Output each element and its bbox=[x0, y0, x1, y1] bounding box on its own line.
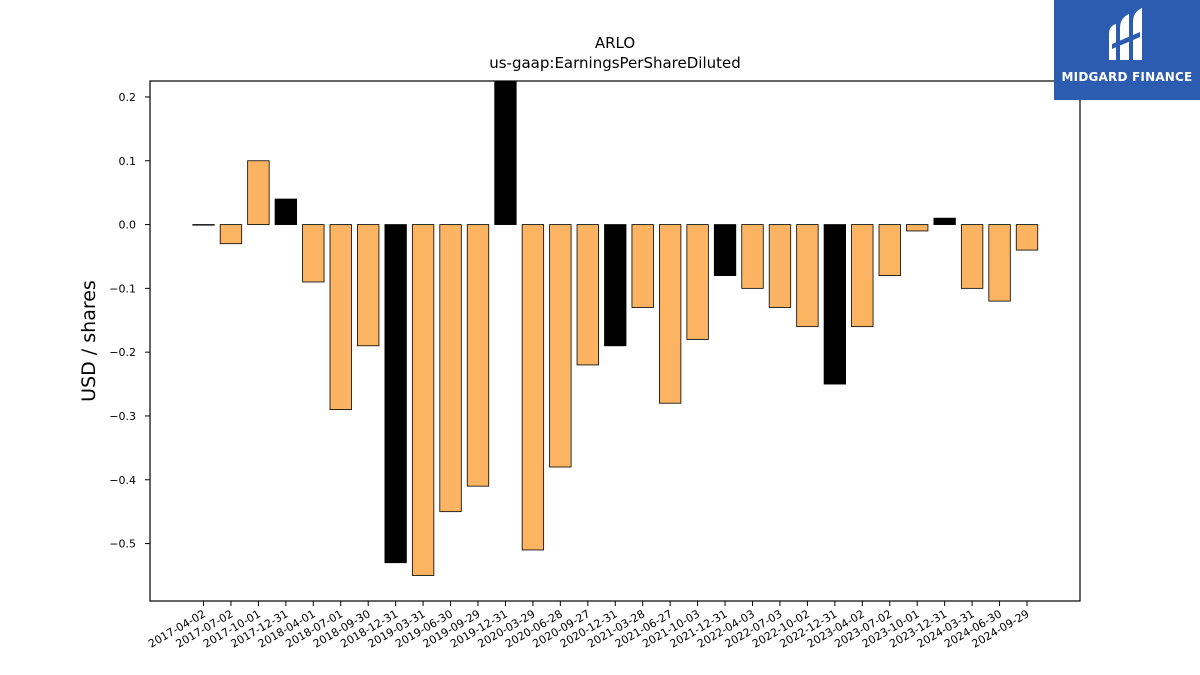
bar-2019-03-31 bbox=[411, 224, 435, 576]
y-tick-label: −0.5 bbox=[109, 538, 136, 551]
bar-2021-03-28 bbox=[631, 224, 654, 308]
bar-2018-04-01 bbox=[302, 224, 325, 283]
bar-2020-06-28 bbox=[549, 224, 572, 468]
y-tick-label: 0.2 bbox=[119, 91, 137, 104]
y-tick-label: −0.2 bbox=[109, 346, 136, 359]
bar-2022-12-31 bbox=[823, 224, 846, 385]
bar-2024-09-29 bbox=[1015, 224, 1039, 251]
bar-2017-07-02 bbox=[219, 224, 243, 245]
bar-2021-12-31 bbox=[713, 224, 737, 276]
bar-2018-09-30 bbox=[357, 224, 380, 347]
y-tick-label: 0.0 bbox=[119, 219, 137, 232]
bar-2021-06-27 bbox=[659, 224, 682, 404]
bar-2023-04-02 bbox=[851, 224, 874, 328]
bar-2020-03-29 bbox=[521, 224, 545, 551]
bar-2023-12-31 bbox=[933, 217, 956, 225]
bar-2023-10-01 bbox=[906, 224, 929, 232]
chart-title: ARLO bbox=[595, 34, 635, 52]
bar-2020-09-27 bbox=[576, 224, 599, 366]
bar-2022-04-03 bbox=[741, 224, 764, 289]
bar-2019-12-31 bbox=[494, 80, 517, 225]
bar-2024-06-30 bbox=[988, 224, 1011, 302]
bar-series bbox=[192, 80, 1039, 576]
y-tick-label: 0.1 bbox=[119, 155, 137, 168]
chart-subtitle: us-gaap:EarningsPerShareDiluted bbox=[489, 54, 741, 72]
brand-name: MIDGARD FINANCE bbox=[1061, 70, 1193, 84]
bar-2019-06-30 bbox=[439, 224, 462, 513]
x-axis-ticks: 2017-04-022017-07-022017-10-012017-12-31… bbox=[146, 601, 1032, 651]
bar-2018-07-01 bbox=[329, 224, 352, 410]
bar-2017-10-01 bbox=[247, 160, 270, 225]
bar-2022-10-02 bbox=[796, 224, 819, 328]
bar-2020-12-31 bbox=[604, 224, 627, 347]
y-tick-label: −0.3 bbox=[109, 410, 136, 423]
bar-2017-04-02 bbox=[192, 224, 215, 226]
y-axis-label: USD / shares bbox=[78, 280, 100, 402]
bar-2023-07-02 bbox=[878, 224, 901, 276]
plot-frame bbox=[149, 80, 1081, 602]
y-axis-ticks: 0.2 0.1 0.0 −0.1 −0.2 −0.3 −0.4 −0.5 bbox=[109, 91, 150, 551]
bar-2021-10-03 bbox=[686, 224, 709, 340]
bar-2022-07-03 bbox=[768, 224, 792, 308]
midgard-logo-icon bbox=[1109, 8, 1142, 60]
bar-2024-03-31 bbox=[960, 224, 984, 289]
brand-logo: MIDGARD FINANCE bbox=[1054, 0, 1200, 100]
bar-2017-12-31 bbox=[274, 198, 298, 225]
y-tick-label: −0.1 bbox=[109, 282, 136, 295]
bar-2019-09-29 bbox=[466, 224, 490, 487]
y-tick-label: −0.4 bbox=[109, 474, 136, 487]
bar-2018-12-31 bbox=[384, 224, 407, 564]
